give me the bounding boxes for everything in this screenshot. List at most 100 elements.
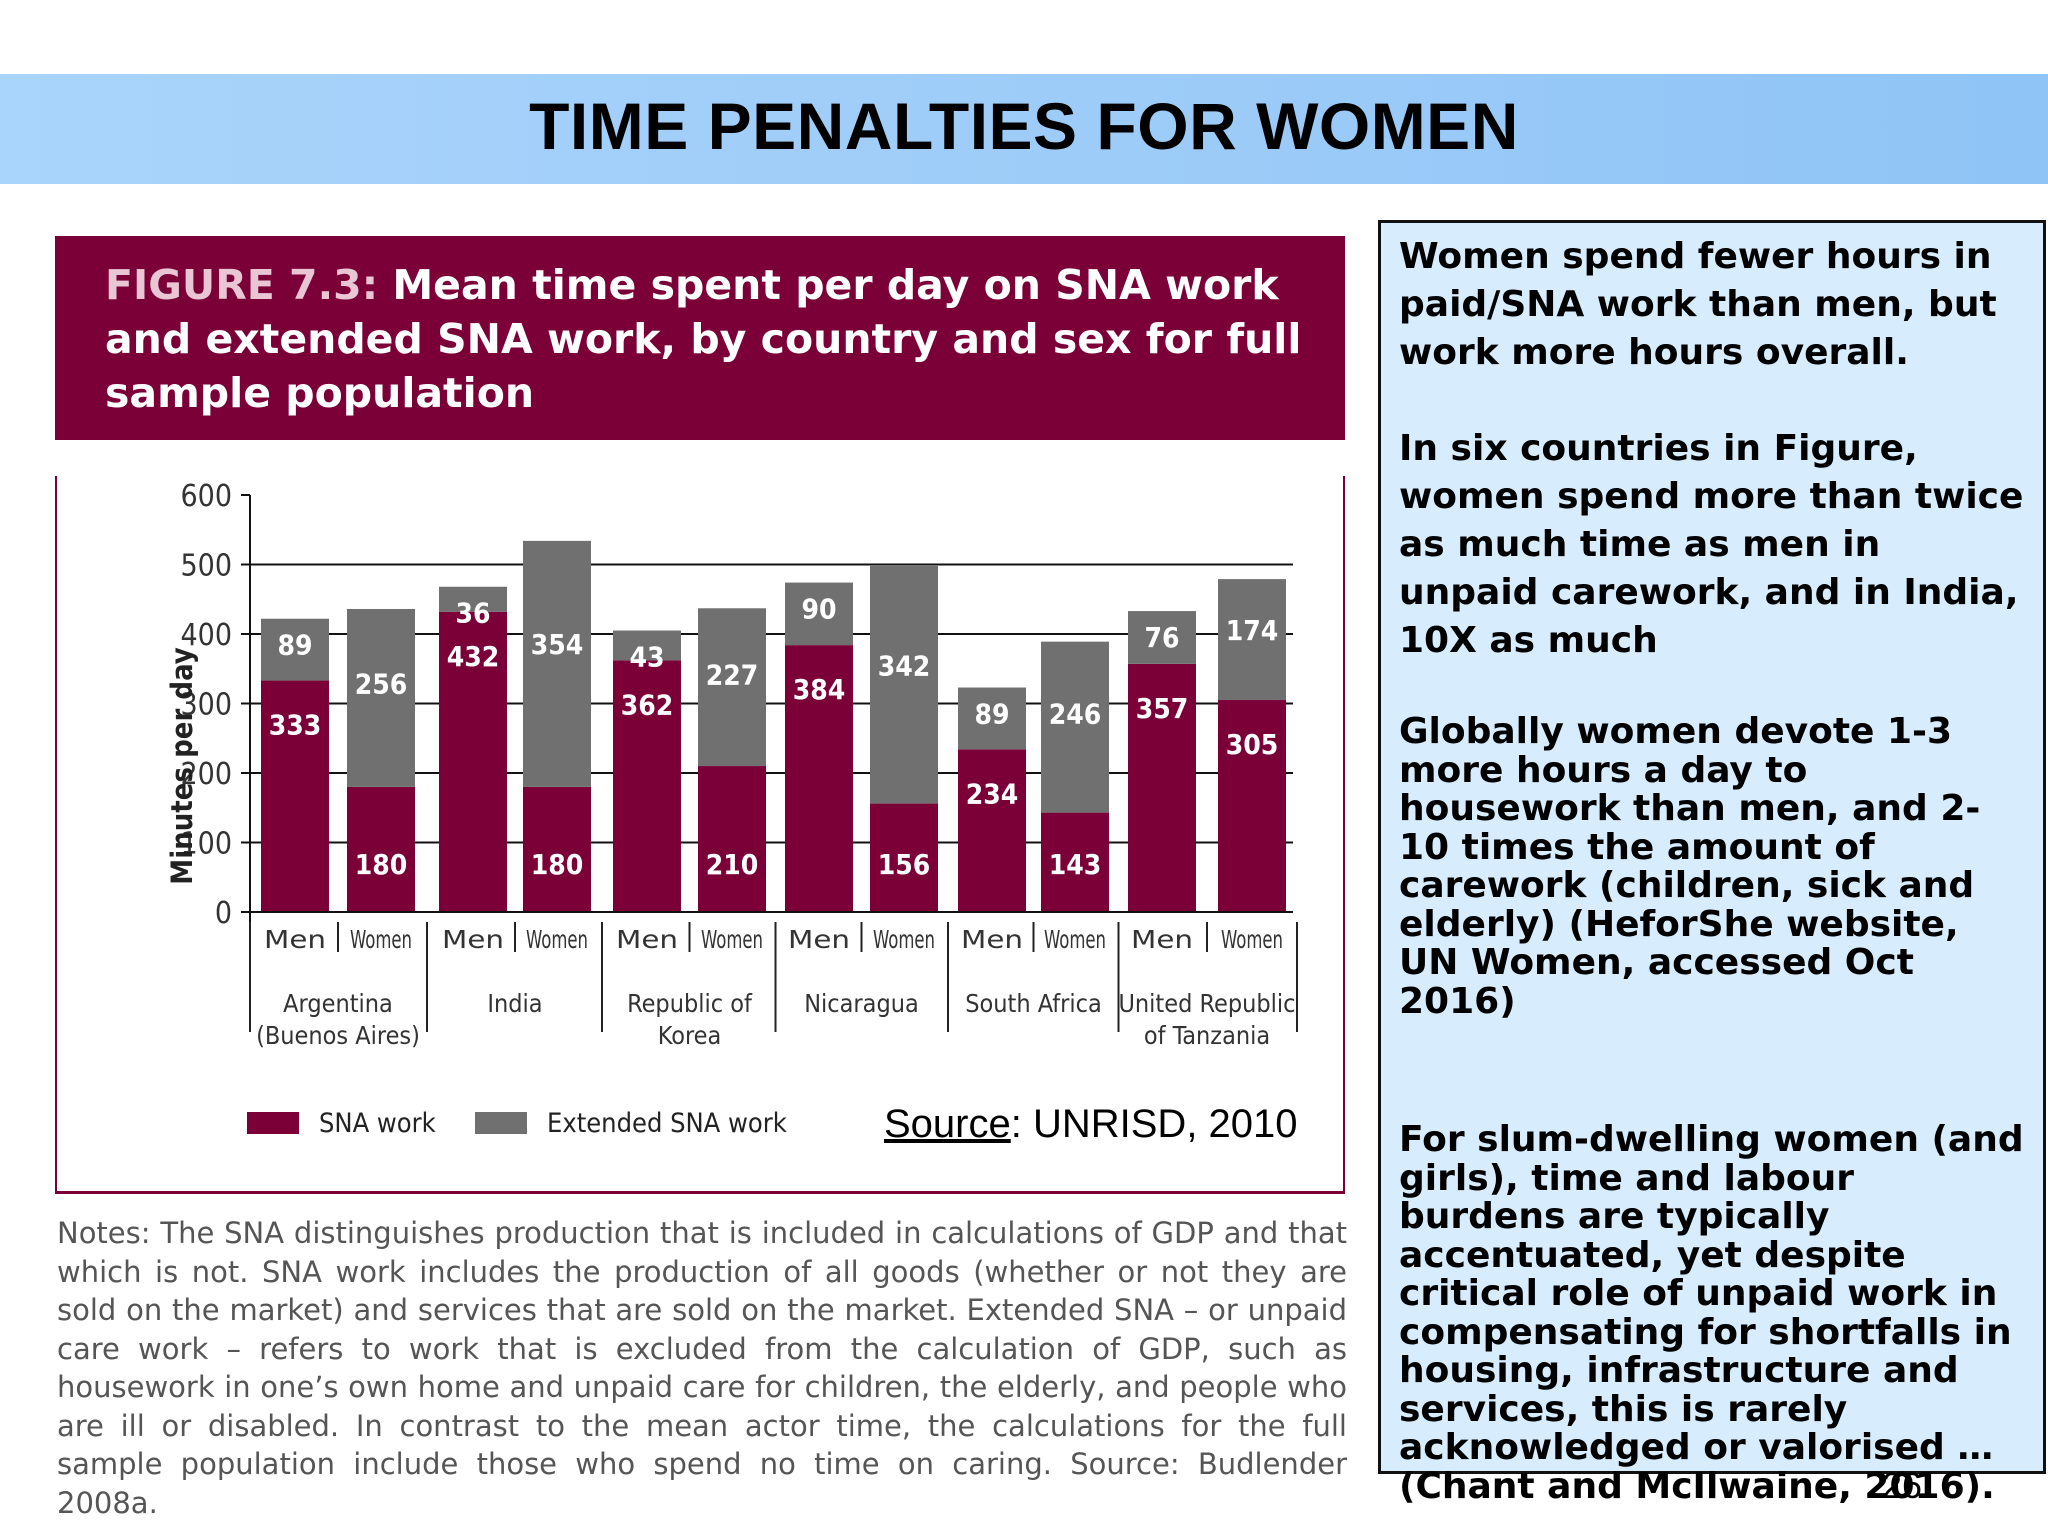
country-label: United Republic	[1118, 989, 1295, 1018]
y-tick-label: 100	[180, 827, 232, 862]
bar-extended-sna	[1041, 641, 1109, 813]
bar-extended-sna	[261, 618, 329, 681]
figure-notes: Notes: The SNA distinguishes production …	[57, 1216, 1347, 1520]
bar-extended-sna	[785, 582, 853, 646]
y-tick-label: 300	[180, 688, 232, 723]
title-band	[0, 74, 2048, 184]
country-label: Argentina	[283, 989, 393, 1018]
legend-swatch-extended	[475, 1112, 527, 1134]
bar-extended-sna	[698, 608, 766, 767]
bar-label-extended: 174	[1226, 614, 1279, 647]
x-tick-label: Men	[442, 925, 504, 954]
bar-label-extended: 246	[1049, 697, 1102, 730]
side-paragraph-2: In six countries in Figure, women spend …	[1399, 428, 2024, 661]
bar-label-sna: 210	[706, 848, 759, 881]
x-tick-label: Men	[264, 925, 326, 954]
bar-label-extended: 89	[974, 698, 1009, 731]
bar-extended-sna	[1218, 579, 1286, 701]
bar-label-sna: 234	[966, 777, 1019, 810]
figure-title: FIGURE 7.3: Mean time spent per day on S…	[105, 258, 1305, 420]
country-label: India	[487, 989, 542, 1018]
bar-sna	[261, 680, 329, 912]
bar-label-extended: 227	[706, 659, 759, 692]
bar-extended-sna	[958, 687, 1026, 750]
bar-label-sna: 156	[878, 848, 931, 881]
bar-extended-sna	[1128, 611, 1196, 664]
stacked-bar-chart: 0 100 200 300 400 500 600 Minutes per day 333 89 1…	[165, 479, 1298, 1139]
country-label: of Tanzania	[1144, 1021, 1270, 1050]
bar-label-extended: 342	[878, 650, 931, 683]
x-tick-label: Women	[526, 925, 588, 954]
page-number: 26	[1882, 1465, 1923, 1506]
figure-title-line1: Mean time spent per day on SNA work	[392, 261, 1279, 309]
slide-title: TIME PENALTIES FOR WOMEN	[529, 89, 1519, 163]
country-label: South Africa	[965, 989, 1102, 1018]
bar-label-extended: 89	[277, 629, 312, 662]
bar-extended-sna	[347, 608, 415, 787]
side-paragraph-3: Globally women devote 1-3 more hours a d…	[1399, 711, 1981, 1022]
y-axis-title: Minutes per day	[165, 647, 199, 885]
bar-extended-sna	[870, 565, 938, 804]
country-label: Nicaragua	[804, 989, 919, 1018]
x-tick-label: Men	[616, 925, 678, 954]
x-tick-label: Men	[1131, 925, 1193, 954]
bar-extended-sna	[439, 586, 507, 612]
bar-extended-sna	[523, 540, 591, 787]
chart-frame: 0 100 200 300 400 500 600 Minutes per day 333 89 1…	[55, 476, 1345, 1194]
bar-label-sna: 305	[1226, 728, 1279, 761]
bar-label-sna: 143	[1049, 848, 1102, 881]
y-tick-label: 0	[215, 896, 232, 931]
bar-label-sna: 384	[793, 673, 846, 706]
x-tick-label: Men	[788, 925, 850, 954]
bar-label-extended: 43	[629, 641, 664, 674]
y-tick-label: 500	[180, 549, 232, 584]
x-tick-label: Women	[350, 925, 412, 954]
x-tick-label: Men	[961, 925, 1023, 954]
bar-label-sna: 180	[531, 848, 584, 881]
bar-sna	[1128, 663, 1196, 912]
side-panel: Women spend fewer hours in paid/SNA work…	[1378, 220, 2046, 1505]
bar-sna	[1218, 700, 1286, 912]
bar-label-sna: 357	[1136, 692, 1189, 725]
x-tick-label: Women	[873, 925, 935, 954]
bar-sna	[870, 803, 938, 912]
bar-label-extended: 256	[355, 668, 408, 701]
bar-extended-sna	[613, 630, 681, 661]
source-text: : UNRISD, 2010	[1010, 1102, 1298, 1146]
bar-label-sna: 180	[355, 848, 408, 881]
bar-sna	[785, 645, 853, 912]
country-label: Korea	[658, 1021, 722, 1050]
bar-sna	[613, 660, 681, 912]
x-tick-label: Women	[701, 925, 763, 954]
bar-label-extended: 36	[455, 597, 490, 630]
figure-label: FIGURE 7.3:	[105, 261, 379, 309]
bar-label-extended: 76	[1144, 621, 1179, 654]
bar-label-sna: 333	[269, 709, 322, 742]
side-paragraph-4: For slum-dwelling women (and girls), tim…	[1399, 1119, 2024, 1507]
bar-label-extended: 90	[801, 593, 836, 626]
country-label: Republic of	[627, 989, 753, 1018]
x-tick-label: Women	[1221, 925, 1283, 954]
bar-sna	[1041, 812, 1109, 912]
legend-swatch-sna	[247, 1112, 299, 1134]
legend-label-sna: SNA work	[319, 1108, 436, 1139]
legend-label-extended: Extended SNA work	[547, 1108, 787, 1139]
bar-sna	[523, 786, 591, 912]
side-paragraph-1: Women spend fewer hours in paid/SNA work…	[1399, 236, 1997, 373]
country-label: (Buenos Aires)	[256, 1021, 420, 1050]
bar-label-sna: 362	[621, 688, 674, 721]
bar-label-extended: 354	[531, 628, 584, 661]
x-tick-label: Women	[1044, 925, 1106, 954]
figure-title-line3: sample population	[105, 369, 535, 417]
bar-sna	[698, 766, 766, 912]
y-tick-label: 400	[180, 618, 232, 653]
bar-sna	[439, 611, 507, 912]
bar-label-sna: 432	[447, 640, 500, 673]
y-tick-label: 600	[180, 479, 232, 514]
bar-sna	[347, 786, 415, 912]
figure-header: FIGURE 7.3: Mean time spent per day on S…	[55, 236, 1345, 440]
bar-sna	[958, 749, 1026, 912]
source-key: Source	[884, 1102, 1011, 1146]
y-tick-label: 200	[180, 757, 232, 792]
source-citation: Source: UNRISD, 2010	[884, 1102, 1298, 1147]
